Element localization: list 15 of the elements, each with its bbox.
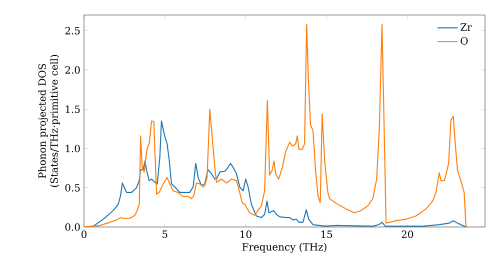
x-tick-label: 10 (240, 230, 252, 238)
y-tick-label: 0.5 (65, 184, 80, 192)
legend-label: O (460, 37, 468, 45)
y-tick-label: 2.5 (65, 26, 80, 34)
y-tick-label: 1.5 (66, 105, 80, 113)
y-axis-title: Phonon projected DOS (States/THz·primitive cell) (38, 55, 60, 187)
y-tick-label: 1.0 (66, 144, 80, 152)
x-tick-label: 15 (321, 230, 332, 238)
y-tick-label: 2.0 (65, 66, 80, 74)
x-tick-label: 0 (81, 230, 87, 238)
x-tick-label: 5 (162, 230, 168, 238)
x-tick-label: 20 (402, 230, 414, 238)
legend-label: Zr (460, 23, 472, 31)
y-tick-label: 0.0 (65, 223, 80, 231)
x-axis-title: Frequency (THz) (242, 242, 326, 253)
